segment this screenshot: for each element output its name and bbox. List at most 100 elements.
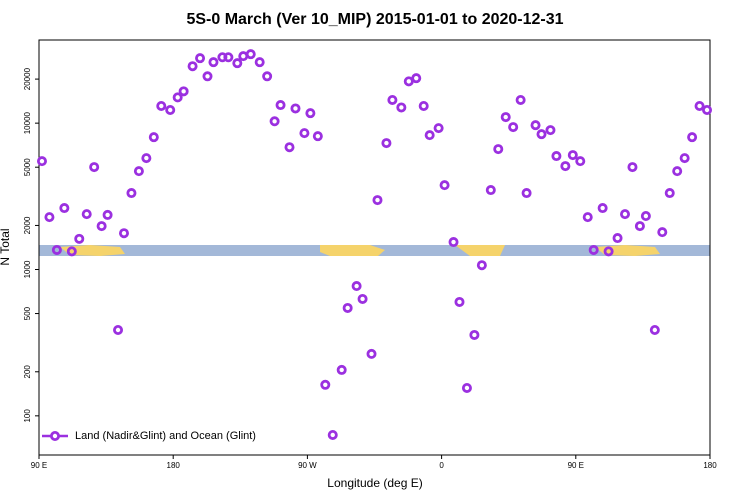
data-point xyxy=(96,221,107,232)
data-point xyxy=(500,112,511,123)
y-tick-label: 20000 xyxy=(23,67,32,90)
data-point xyxy=(372,195,383,206)
data-point xyxy=(113,324,124,335)
data-point xyxy=(403,76,414,87)
y-tick-label: 200 xyxy=(23,365,32,379)
legend-text: Land (Nadir&Glint) and Ocean (Glint) xyxy=(75,430,256,442)
data-point xyxy=(448,237,459,248)
data-point xyxy=(521,188,532,199)
data-point xyxy=(156,100,167,111)
data-point xyxy=(418,100,429,111)
data-point xyxy=(454,296,465,307)
data-point xyxy=(649,324,660,335)
data-point xyxy=(493,144,504,155)
data-point xyxy=(387,94,398,105)
data-point xyxy=(202,71,213,82)
data-point xyxy=(172,92,183,103)
plot-frame xyxy=(38,39,711,456)
data-point xyxy=(530,120,541,131)
data-point xyxy=(469,329,480,340)
data-point xyxy=(320,379,331,390)
data-point xyxy=(148,132,159,143)
data-point xyxy=(290,103,301,114)
data-point xyxy=(672,166,683,177)
y-tick-label: 5000 xyxy=(23,158,32,176)
data-point xyxy=(275,100,286,111)
data-point xyxy=(396,102,407,113)
data-point xyxy=(424,130,435,141)
data-point xyxy=(515,94,526,105)
data-point xyxy=(439,180,450,191)
data-point xyxy=(366,348,377,359)
data-point xyxy=(89,162,100,173)
data-point xyxy=(476,260,487,271)
y-tick-label: 10000 xyxy=(23,111,32,134)
data-point xyxy=(187,61,198,72)
data-point xyxy=(634,221,645,232)
data-point xyxy=(545,125,556,136)
data-point xyxy=(551,151,562,162)
data-point xyxy=(567,150,578,161)
x-tick-label: 90 W xyxy=(298,461,317,470)
data-point xyxy=(66,246,77,257)
data-point xyxy=(612,233,623,244)
land xyxy=(455,245,505,256)
data-point xyxy=(664,188,675,199)
data-point xyxy=(195,53,206,64)
data-point xyxy=(351,281,362,292)
data-point xyxy=(620,209,631,220)
data-point xyxy=(74,233,85,244)
data-point xyxy=(485,185,496,196)
data-point xyxy=(536,129,547,140)
data-point xyxy=(342,302,353,313)
data-point xyxy=(269,116,280,127)
data-point xyxy=(433,123,444,134)
y-tick-label: 1000 xyxy=(23,260,32,278)
data-point xyxy=(51,244,62,255)
y-tick-label: 500 xyxy=(23,306,32,320)
chart-title: 5S-0 March (Ver 10_MIP) 2015-01-01 to 20… xyxy=(186,11,563,28)
data-point xyxy=(284,142,295,153)
data-point xyxy=(657,227,668,238)
x-tick-label: 0 xyxy=(439,461,444,470)
data-point xyxy=(411,73,422,84)
data-point xyxy=(36,156,47,167)
data-point xyxy=(232,58,243,69)
x-tick-label: 90 E xyxy=(568,461,584,470)
data-point xyxy=(588,244,599,255)
data-point xyxy=(126,188,137,199)
data-point xyxy=(262,71,273,82)
y-tick-label: 2000 xyxy=(23,216,32,234)
data-point xyxy=(299,128,310,139)
data-point xyxy=(141,153,152,164)
data-point xyxy=(640,211,651,222)
data-point xyxy=(133,166,144,177)
data-point xyxy=(327,429,338,440)
data-point xyxy=(305,108,316,119)
data-point xyxy=(582,212,593,223)
data-point xyxy=(597,203,608,214)
x-tick-label: 180 xyxy=(703,461,717,470)
data-point xyxy=(178,86,189,97)
data-point xyxy=(208,57,219,68)
data-point xyxy=(102,209,113,220)
data-point xyxy=(118,228,129,239)
data-point xyxy=(461,382,472,393)
data-point xyxy=(312,131,323,142)
data-point xyxy=(357,293,368,304)
data-point xyxy=(702,104,713,115)
data-point xyxy=(44,212,55,223)
x-tick-label: 180 xyxy=(167,461,181,470)
x-tick-label: 90 E xyxy=(31,461,47,470)
data-point xyxy=(560,161,571,172)
data-point xyxy=(59,203,70,214)
data-point xyxy=(254,57,265,68)
data-point xyxy=(165,104,176,115)
data-point xyxy=(627,162,638,173)
data-point xyxy=(381,138,392,149)
data-point xyxy=(603,246,614,257)
y-tick-label: 100 xyxy=(23,409,32,423)
y-axis-label: N Total xyxy=(0,228,12,265)
data-point xyxy=(694,100,705,111)
